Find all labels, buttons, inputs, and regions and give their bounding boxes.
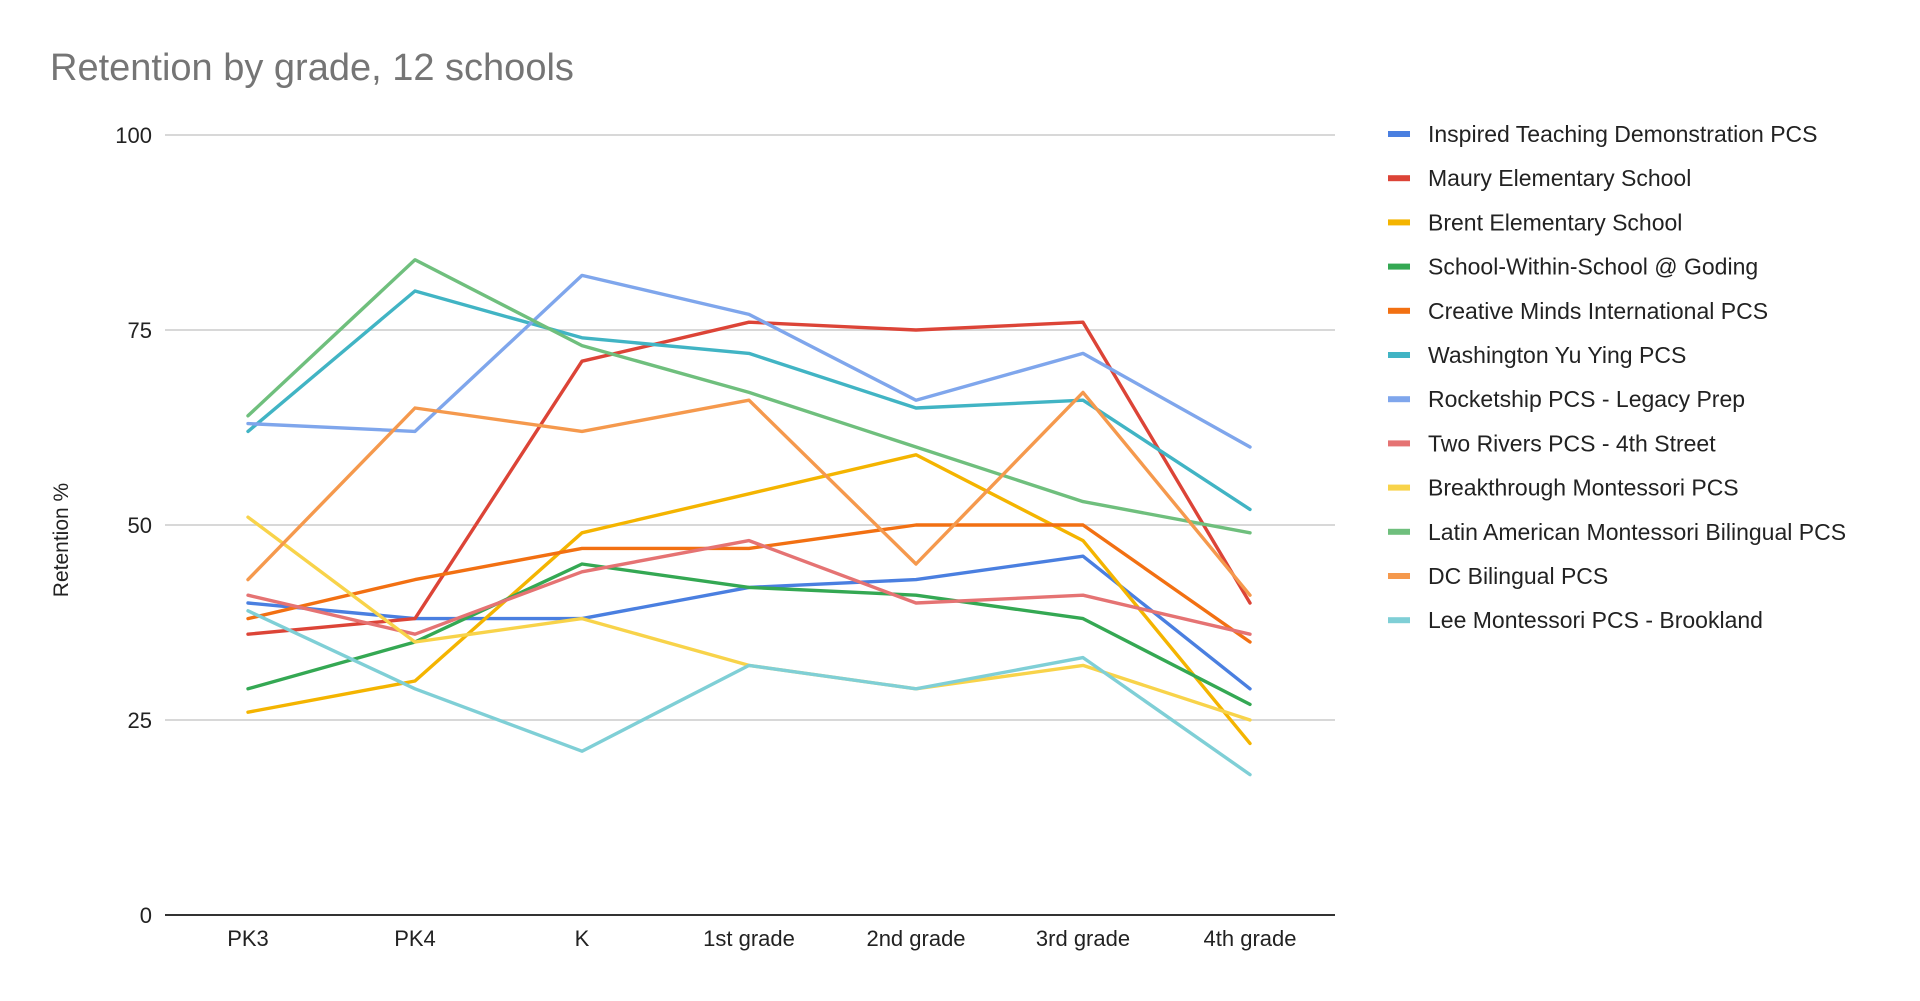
y-tick-label: 75	[128, 318, 152, 343]
legend-label: DC Bilingual PCS	[1428, 563, 1608, 589]
legend-item: Breakthrough Montessori PCS	[1388, 475, 1739, 501]
legend-swatch	[1388, 440, 1410, 447]
gridlines	[165, 134, 1335, 916]
legend-swatch	[1388, 352, 1410, 358]
y-axis-ticks: 0 25 50 75 100	[115, 123, 152, 928]
series-line	[246, 523, 1252, 644]
series-line	[246, 320, 1252, 636]
legend-item: Inspired Teaching Demonstration PCS	[1388, 121, 1818, 147]
legend-item: Rocketship PCS - Legacy Prep	[1388, 386, 1745, 412]
legend-item: Creative Minds International PCS	[1388, 298, 1768, 324]
legend-label: Two Rivers PCS - 4th Street	[1428, 430, 1716, 456]
y-tick-label: 50	[128, 513, 152, 538]
legend-label: Rocketship PCS - Legacy Prep	[1428, 386, 1745, 412]
x-tick-label: 3rd grade	[1036, 926, 1130, 951]
legend-swatch	[1388, 175, 1410, 182]
legend-label: Brent Elementary School	[1428, 209, 1682, 235]
legend-label: Lee Montessori PCS - Brookland	[1428, 607, 1763, 633]
legend-swatch	[1388, 617, 1410, 624]
x-tick-label: K	[575, 926, 590, 951]
x-tick-label: PK3	[227, 926, 269, 951]
legend-label: School-Within-School @ Goding	[1428, 254, 1758, 280]
series-line	[246, 390, 1252, 597]
legend-item: School-Within-School @ Goding	[1388, 254, 1758, 280]
legend-label: Breakthrough Montessori PCS	[1428, 475, 1739, 501]
x-tick-label: 1st grade	[703, 926, 795, 951]
legend-label: Creative Minds International PCS	[1428, 298, 1768, 324]
series-lines	[246, 258, 1252, 777]
legend-item: Washington Yu Ying PCS	[1388, 342, 1686, 368]
x-tick-label: PK4	[394, 926, 436, 951]
y-tick-label: 0	[140, 903, 152, 928]
legend-swatch	[1388, 528, 1410, 535]
legend-swatch	[1388, 396, 1410, 403]
legend-label: Washington Yu Ying PCS	[1428, 342, 1686, 368]
y-tick-label: 100	[115, 123, 152, 148]
y-axis-title: Retention %	[50, 483, 73, 597]
x-tick-label: 2nd grade	[866, 926, 965, 951]
x-tick-label: 4th grade	[1204, 926, 1297, 951]
legend-label: Latin American Montessori Bilingual PCS	[1428, 519, 1846, 545]
legend: Inspired Teaching Demonstration PCS Maury…	[1388, 121, 1846, 633]
series-line	[246, 258, 1252, 535]
legend-item: Lee Montessori PCS - Brookland	[1388, 607, 1763, 633]
legend-item: Latin American Montessori Bilingual PCS	[1388, 519, 1846, 545]
legend-swatch	[1388, 219, 1410, 226]
series-line	[246, 289, 1252, 512]
legend-item: Maury Elementary School	[1388, 165, 1691, 191]
legend-swatch	[1388, 131, 1410, 137]
series-line	[246, 273, 1252, 449]
series-line	[246, 453, 1252, 746]
series-line	[246, 609, 1252, 777]
legend-item: DC Bilingual PCS	[1388, 563, 1608, 589]
legend-swatch	[1388, 484, 1410, 491]
legend-label: Inspired Teaching Demonstration PCS	[1428, 121, 1818, 147]
legend-item: Brent Elementary School	[1388, 209, 1682, 235]
legend-label: Maury Elementary School	[1428, 165, 1691, 191]
series-line	[246, 538, 1252, 636]
y-tick-label: 25	[128, 708, 152, 733]
chart-title: Retention by grade, 12 schools	[50, 47, 574, 89]
legend-swatch	[1388, 307, 1410, 314]
legend-swatch	[1388, 263, 1410, 270]
x-axis-ticks: PK3 PK4 K 1st grade 2nd grade 3rd grade 4th gr…	[227, 926, 1296, 951]
legend-item: Two Rivers PCS - 4th Street	[1388, 430, 1716, 456]
legend-swatch	[1388, 573, 1410, 579]
